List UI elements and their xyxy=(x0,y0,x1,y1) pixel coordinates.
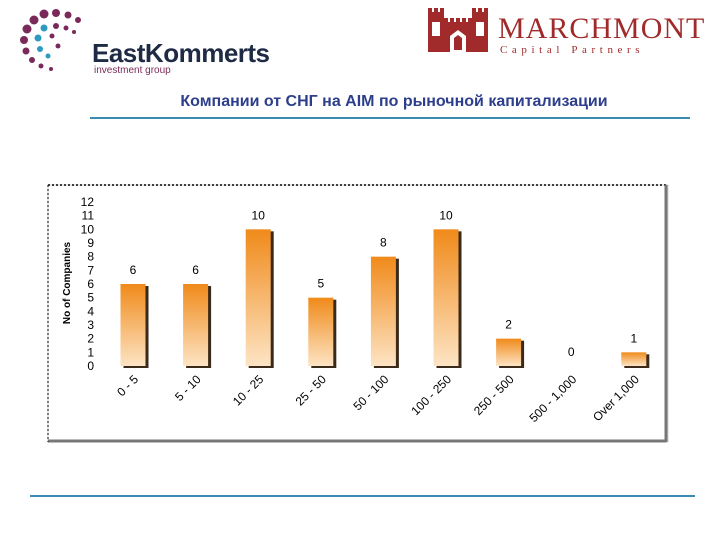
bottom-divider xyxy=(30,495,695,497)
y-tick-label: 9 xyxy=(87,236,94,250)
bar xyxy=(245,229,271,366)
data-label: 2 xyxy=(505,318,512,332)
y-tick-label: 8 xyxy=(87,250,94,264)
data-label: 10 xyxy=(252,208,266,222)
y-tick-label: 1 xyxy=(87,345,94,359)
bar xyxy=(433,229,459,366)
data-label: 10 xyxy=(439,208,453,222)
castle-icon xyxy=(428,8,488,52)
bar xyxy=(183,284,209,366)
eastkommerts-dots-icon xyxy=(20,9,81,71)
y-tick-label: 0 xyxy=(87,359,94,373)
marchmont-logo: MARCHMONT Capital Partners xyxy=(426,6,706,56)
data-label: 6 xyxy=(192,263,199,277)
marchmont-name: MARCHMONT xyxy=(498,12,706,45)
eastkommerts-name: EastKommerts xyxy=(92,38,270,68)
y-axis-title: No of Companies xyxy=(62,241,73,324)
data-label: 5 xyxy=(317,277,324,291)
marchmont-tagline: Capital Partners xyxy=(500,44,645,56)
y-tick-label: 11 xyxy=(82,209,95,223)
eastkommerts-tagline: investment group xyxy=(94,65,171,76)
bar xyxy=(621,352,647,366)
y-tick-label: 12 xyxy=(81,195,95,209)
y-tick-label: 2 xyxy=(87,332,94,346)
data-label: 6 xyxy=(130,263,137,277)
page-title: Компании от СНГ на AIM по рыночной капит… xyxy=(180,93,608,110)
bar xyxy=(120,284,146,366)
y-tick-label: 6 xyxy=(87,277,94,291)
y-tick-label: 7 xyxy=(87,263,94,277)
top-divider xyxy=(90,117,690,119)
data-label: 1 xyxy=(630,331,637,345)
y-tick-label: 4 xyxy=(87,304,94,318)
eastkommerts-logo: EastKommerts investment group xyxy=(14,4,284,76)
y-tick-label: 5 xyxy=(87,291,94,305)
y-tick-label: 3 xyxy=(87,318,94,332)
y-tick-label: 10 xyxy=(81,222,95,236)
chart-frame xyxy=(47,184,669,443)
bar xyxy=(308,297,334,366)
data-label: 0 xyxy=(568,345,575,359)
bar xyxy=(370,256,396,366)
data-label: 8 xyxy=(380,236,387,250)
bar xyxy=(496,338,522,366)
